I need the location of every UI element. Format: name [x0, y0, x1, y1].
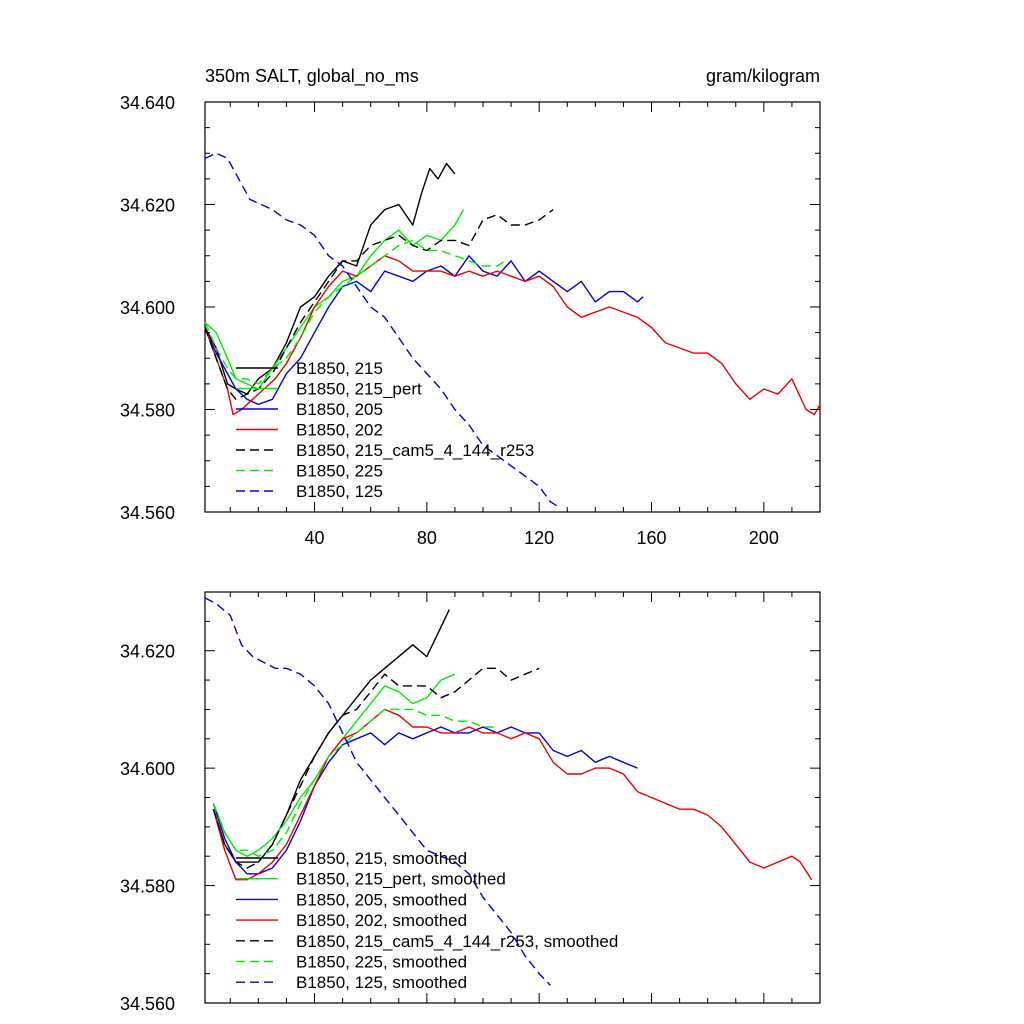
x-tick-label: 40 — [305, 528, 325, 548]
y-tick-label: 34.620 — [120, 196, 175, 216]
legend-label: B1850, 215 — [296, 359, 383, 378]
y-tick-label: 34.560 — [120, 503, 175, 523]
legend-label: B1850, 215_pert, smoothed — [296, 870, 506, 889]
legend-label: B1850, 202 — [296, 421, 383, 440]
legend-label: B1850, 215_cam5_4_144_r253, smoothed — [296, 932, 618, 951]
legend-label: B1850, 202, smoothed — [296, 911, 467, 930]
chart-title-right: gram/kilogram — [706, 66, 820, 86]
x-tick-label: 160 — [636, 528, 666, 548]
y-tick-label: 34.600 — [120, 298, 175, 318]
legend-label: B1850, 215, smoothed — [296, 849, 467, 868]
legend-label: B1850, 205, smoothed — [296, 890, 467, 909]
legend-label: B1850, 205 — [296, 400, 383, 419]
series-line — [204, 239, 506, 385]
legend-label: B1850, 125, smoothed — [296, 973, 467, 992]
bottom-plot-panel: 34.560 34.580 34.600 34.620 B1850, 215, smoo… — [120, 591, 821, 1014]
y-tick-label: 34.640 — [120, 93, 175, 113]
x-tick-label: 120 — [524, 528, 554, 548]
series-line — [212, 673, 456, 857]
series-line — [204, 162, 456, 395]
legend-label: B1850, 225 — [296, 462, 383, 481]
y-tick-label: 34.580 — [120, 877, 175, 897]
series-line — [204, 152, 560, 508]
series-line — [204, 255, 644, 406]
series-line — [212, 609, 450, 863]
series-line — [212, 708, 813, 881]
series-line — [212, 726, 638, 875]
legend-label: B1850, 125 — [296, 482, 383, 501]
y-tick-label: 34.560 — [120, 994, 175, 1014]
y-tick-label: 34.600 — [120, 759, 175, 779]
chart-title-left: 350m SALT, global_no_ms — [205, 66, 419, 87]
legend-label: B1850, 225, smoothed — [296, 953, 467, 972]
series-line — [204, 255, 821, 416]
series-line — [212, 708, 498, 857]
legend-label: B1850, 215_pert — [296, 380, 422, 399]
y-tick-label: 34.580 — [120, 401, 175, 421]
series-line — [204, 209, 554, 400]
top-plot-panel: 40 80 120 160 200 34.560 34.580 34.600 34.620 34.… — [120, 66, 821, 548]
x-tick-label: 80 — [417, 528, 437, 548]
x-tick-label: 200 — [749, 528, 779, 548]
series-line — [212, 667, 540, 869]
series-line — [204, 597, 551, 986]
y-tick-label: 34.620 — [120, 642, 175, 662]
legend-label: B1850, 215_cam5_4_144_r253 — [296, 441, 534, 460]
